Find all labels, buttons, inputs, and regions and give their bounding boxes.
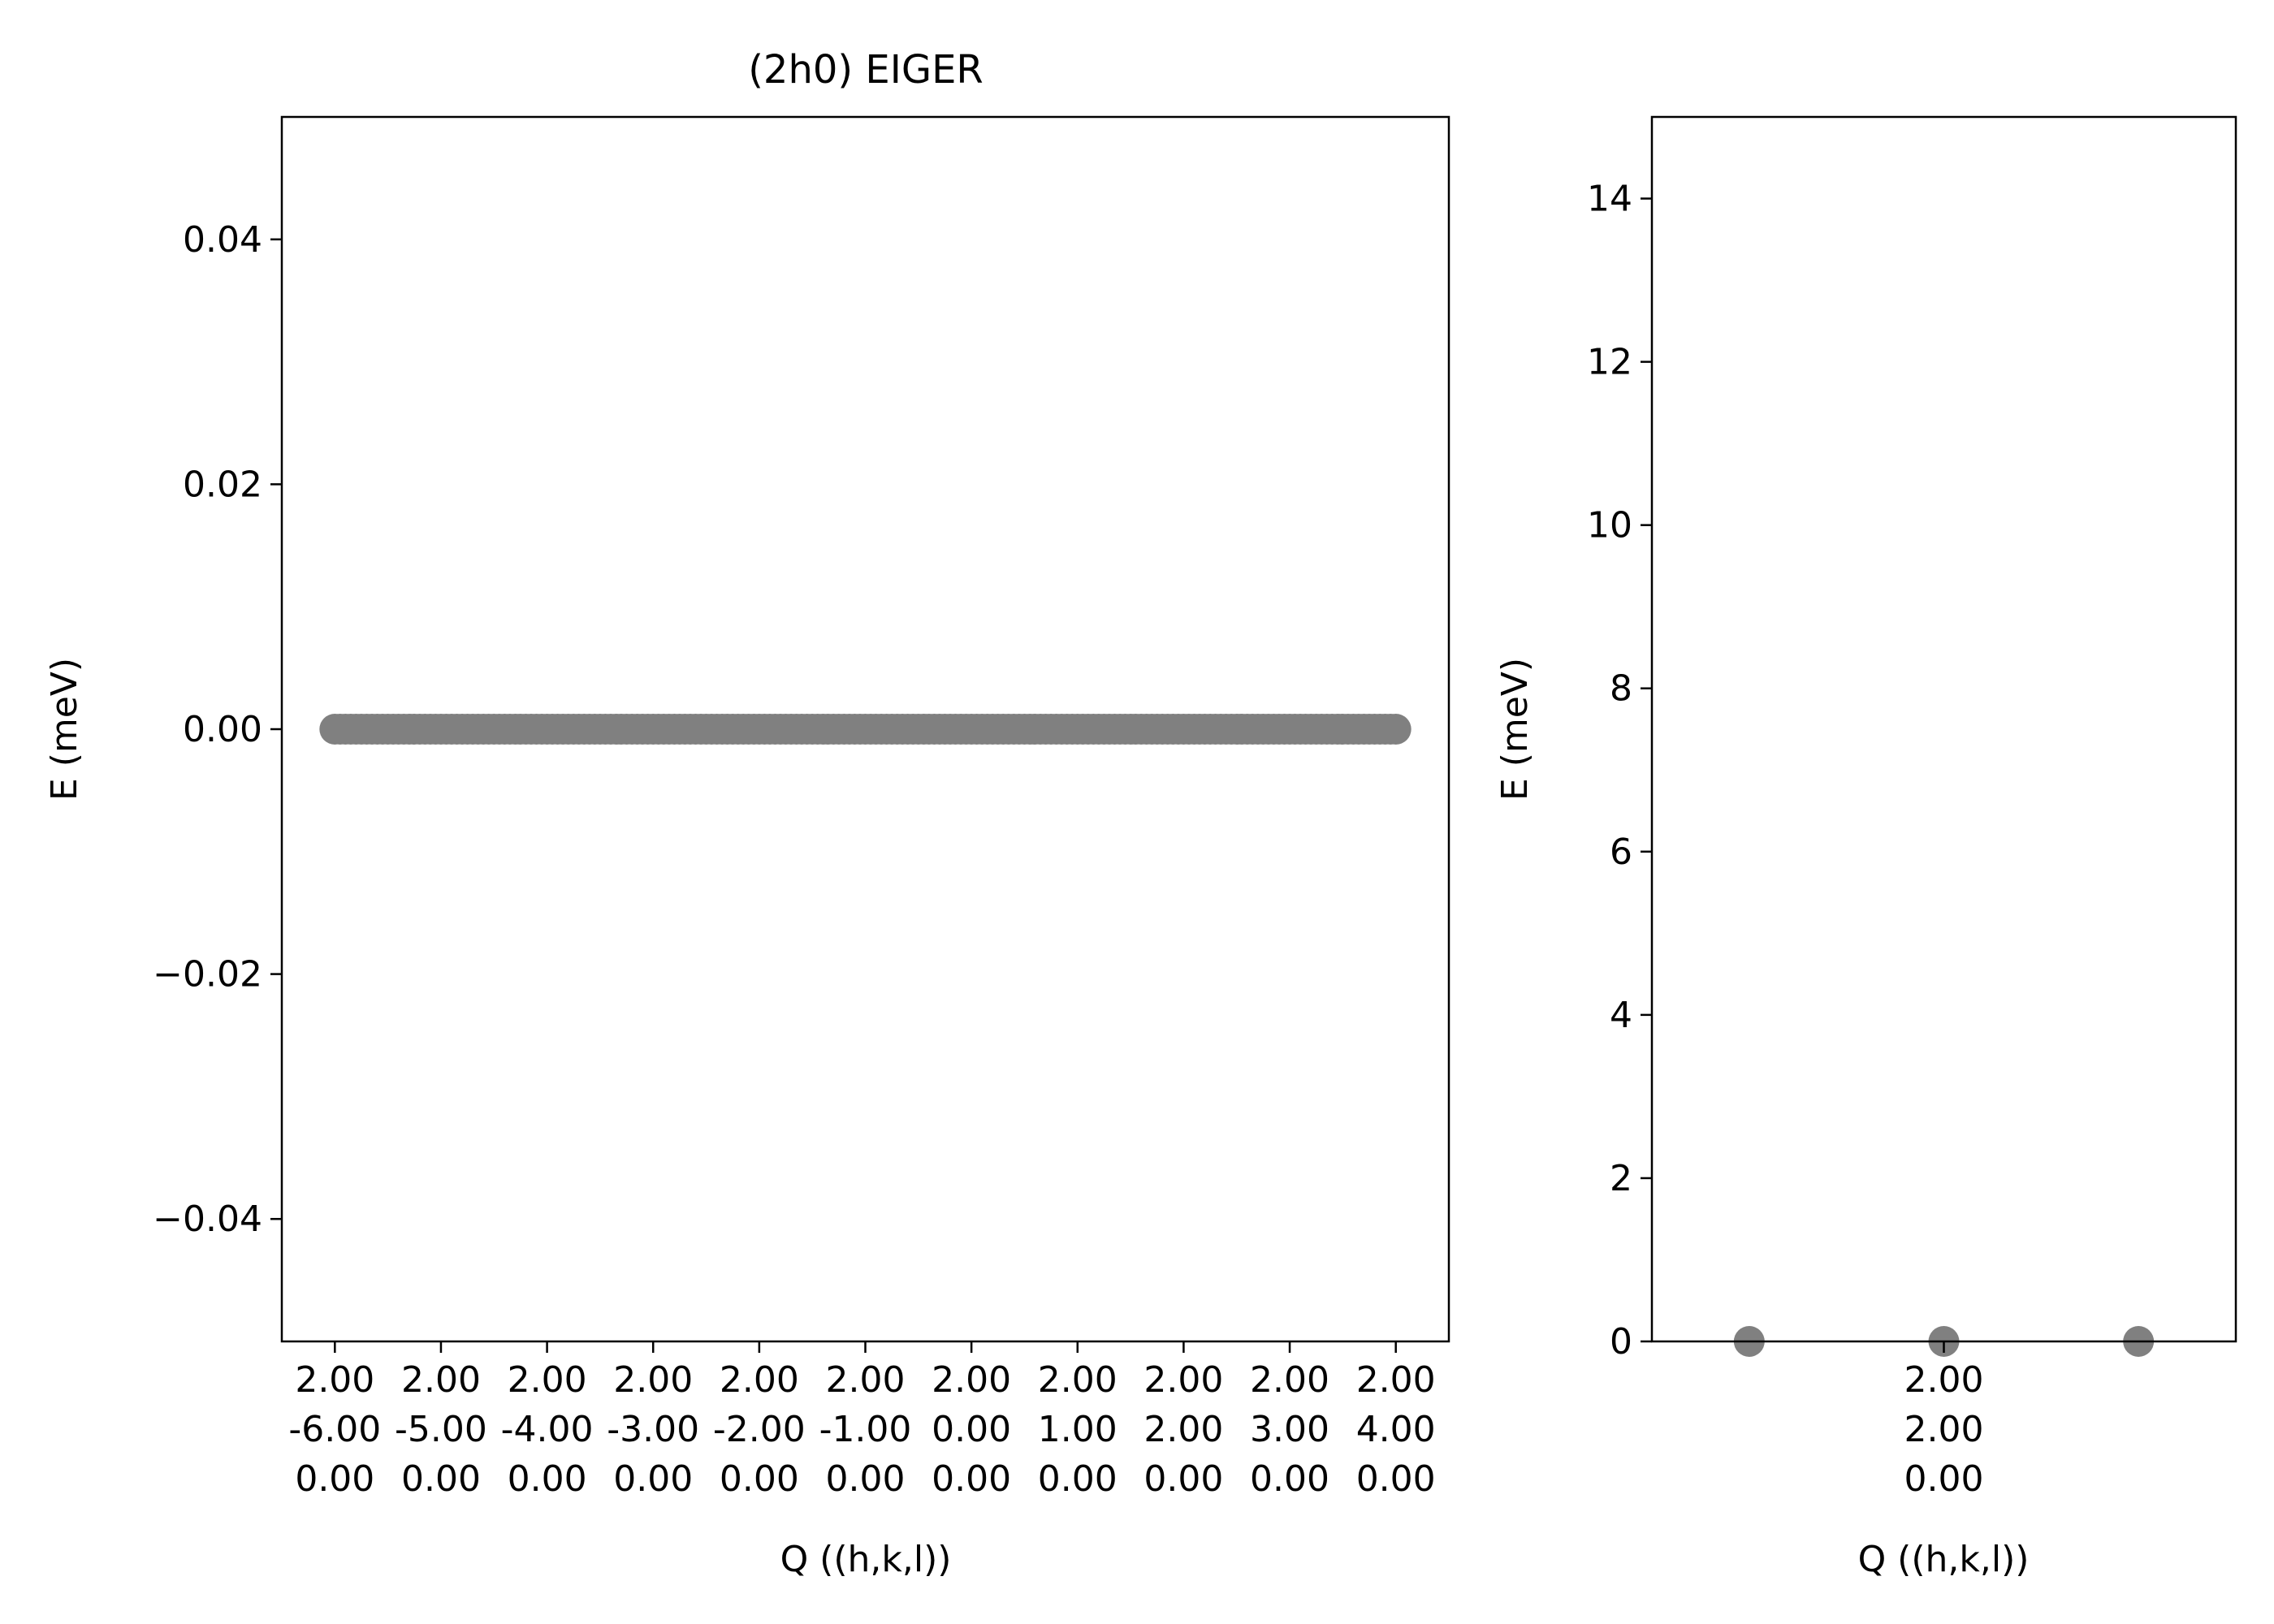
left-y-tick-label: 0.02 xyxy=(183,464,262,505)
left-x-tick-label: 2.00 xyxy=(826,1359,906,1401)
right-y-tick-label: 4 xyxy=(1610,995,1632,1036)
left-x-tick-label: 0.00 xyxy=(932,1458,1011,1500)
left-x-tick-label: 0.00 xyxy=(932,1409,1011,1450)
left-x-tick-label: 0.00 xyxy=(1250,1458,1329,1500)
left-x-tick-label: 2.00 xyxy=(720,1359,799,1401)
left-x-tick-label: -3.00 xyxy=(607,1409,699,1450)
left-x-tick-label: 1.00 xyxy=(1038,1409,1118,1450)
right-y-tick-label: 10 xyxy=(1587,505,1632,546)
right-y-tick-label: 0 xyxy=(1610,1321,1632,1363)
left-x-tick-label: 2.00 xyxy=(508,1359,587,1401)
left-x-tick-label: -1.00 xyxy=(819,1409,912,1450)
left-x-tick-label: 2.00 xyxy=(1356,1359,1436,1401)
left-x-tick-label: 3.00 xyxy=(1250,1409,1329,1450)
left-x-tick-label: 0.00 xyxy=(508,1458,587,1500)
left-plot-title: (2h0) EIGER xyxy=(748,47,984,93)
left-x-tick-label: 0.00 xyxy=(295,1458,374,1500)
left-x-tick-label: 2.00 xyxy=(295,1359,374,1401)
left-plot-frame xyxy=(280,115,1450,1343)
left-data-points xyxy=(319,714,1412,745)
right-x-tick-label: 2.00 xyxy=(1904,1409,1984,1450)
left-x-tick-label: 2.00 xyxy=(1250,1359,1329,1401)
left-x-tick-label: 2.00 xyxy=(932,1359,1011,1401)
left-y-tick-label: −0.04 xyxy=(153,1199,262,1240)
right-x-tick-label: 2.00 xyxy=(1904,1359,1984,1401)
right-x-ticks: 2.00 2.00 0.00 xyxy=(1904,1341,1984,1500)
left-x-tick-label: -4.00 xyxy=(501,1409,594,1450)
left-y-tick-label: 0.04 xyxy=(183,219,262,261)
left-x-tick-label: 2.00 xyxy=(1143,1409,1223,1450)
left-x-tick-label: -6.00 xyxy=(288,1409,381,1450)
left-x-axis-label: Q ((h,k,l)) xyxy=(780,1539,952,1580)
left-y-ticks: 0.04 0.02 0.00 −0.02 −0.04 xyxy=(153,219,282,1240)
left-x-tick-label: -5.00 xyxy=(395,1409,487,1450)
left-x-tick-label: 2.00 xyxy=(613,1359,693,1401)
right-y-tick-label: 2 xyxy=(1610,1158,1632,1199)
left-x-tick-label: 0.00 xyxy=(1143,1458,1223,1500)
left-x-tick-label: 0.00 xyxy=(613,1458,693,1500)
right-y-tick-label: 12 xyxy=(1587,342,1632,383)
right-x-axis-label: Q ((h,k,l)) xyxy=(1858,1539,2030,1580)
right-y-tick-label: 14 xyxy=(1587,179,1632,220)
right-y-tick-label: 8 xyxy=(1610,668,1632,710)
left-x-tick-label: -2.00 xyxy=(713,1409,806,1450)
left-x-tick-label: 0.00 xyxy=(1038,1458,1118,1500)
left-plot-panel: (2h0) EIGER 0.040.020.00−0.02−0.04 2.00-… xyxy=(44,47,1450,1580)
left-x-tick-label: 0.00 xyxy=(720,1458,799,1500)
left-y-axis-label: E (meV) xyxy=(44,658,85,801)
right-y-ticks: 0 2 4 6 8 10 12 14 xyxy=(1587,179,1652,1363)
left-x-tick-label: 0.00 xyxy=(401,1458,481,1500)
left-x-ticks: 2.00 -6.00 0.00 2.00 -5.00 0.00 2.00 -4.00 0.00 2… xyxy=(288,1341,1436,1500)
left-x-tick-label: 4.00 xyxy=(1356,1409,1436,1450)
left-x-tick-label: 0.00 xyxy=(1356,1458,1436,1500)
right-y-tick-label: 6 xyxy=(1610,831,1632,873)
right-plot-panel: 0 2 4 6 8 10 12 14 2.00 2.00 0.00 Q ((h,k,l)) E (… xyxy=(1494,115,2237,1580)
left-x-tick-label: 2.00 xyxy=(1038,1359,1118,1401)
left-y-tick-label: −0.02 xyxy=(153,954,262,996)
right-plot-frame xyxy=(1650,115,2237,1343)
left-x-tick-label: 2.00 xyxy=(1143,1359,1223,1401)
left-x-tick-label: 0.00 xyxy=(826,1458,906,1500)
right-y-axis-label: E (meV) xyxy=(1494,658,1536,801)
left-x-tick-label: 2.00 xyxy=(401,1359,481,1401)
left-y-tick-label: 0.00 xyxy=(183,709,262,750)
left-data-point xyxy=(1380,714,1412,745)
right-x-tick-label: 0.00 xyxy=(1904,1458,1984,1500)
